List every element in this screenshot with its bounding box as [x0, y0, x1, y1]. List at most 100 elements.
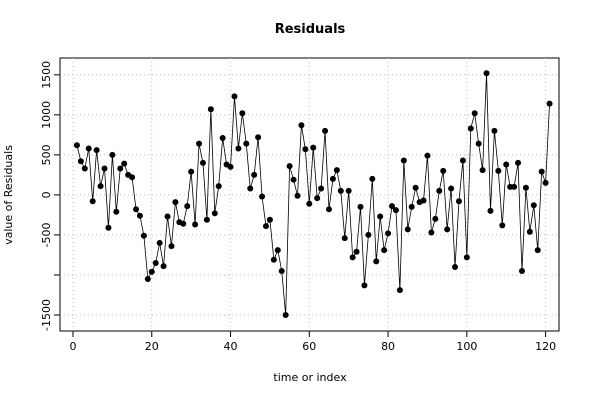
residual-point	[467, 125, 474, 132]
residual-point	[530, 202, 537, 209]
y-tick-label: -500	[40, 222, 53, 247]
residual-point	[499, 222, 506, 229]
residual-point	[503, 161, 510, 168]
residual-point	[515, 159, 522, 166]
residual-point	[203, 216, 210, 223]
residual-point	[247, 185, 254, 192]
residual-point	[377, 213, 384, 220]
residual-point	[196, 140, 203, 147]
residual-point	[298, 122, 305, 129]
residual-point	[392, 207, 399, 214]
residual-point	[129, 174, 136, 181]
residual-point	[306, 200, 313, 207]
residual-point	[475, 140, 482, 147]
residual-point	[349, 254, 356, 261]
residual-point	[274, 247, 281, 254]
residual-point	[101, 165, 108, 172]
x-tick-label: 80	[381, 340, 395, 353]
residual-point	[329, 175, 336, 182]
residual-point	[255, 134, 262, 141]
residual-point	[471, 110, 478, 117]
residual-point	[97, 183, 104, 190]
residual-point	[243, 140, 250, 147]
x-tick-label: 100	[456, 340, 477, 353]
residual-point	[424, 152, 431, 159]
residual-point	[144, 275, 151, 282]
residual-point	[81, 165, 88, 172]
x-axis-label: time or index	[273, 371, 347, 384]
residual-point	[290, 176, 297, 183]
residual-point	[448, 185, 455, 192]
residual-point	[231, 93, 238, 100]
residual-point	[262, 223, 269, 230]
x-tick-label: 120	[535, 340, 556, 353]
residual-point	[302, 146, 309, 153]
residual-point	[361, 282, 368, 289]
y-tick-label: 1000	[40, 101, 53, 129]
residual-point	[412, 184, 419, 191]
residual-point	[77, 158, 84, 165]
x-tick-label: 0	[69, 340, 76, 353]
residual-point	[526, 228, 533, 235]
residual-point	[389, 203, 396, 210]
residual-point	[322, 127, 329, 134]
residual-point	[168, 243, 175, 250]
residual-point	[452, 263, 459, 270]
residual-point	[542, 179, 549, 186]
residual-point	[396, 287, 403, 294]
residual-point	[353, 248, 360, 255]
residual-point	[136, 212, 143, 219]
y-tick-label: 500	[40, 144, 53, 165]
residual-point	[511, 183, 518, 190]
residual-point	[156, 239, 163, 246]
residual-point	[428, 229, 435, 236]
residual-point	[121, 160, 128, 167]
residual-point	[538, 168, 545, 175]
residual-point	[211, 210, 218, 217]
residual-point	[440, 167, 447, 174]
residual-point	[479, 167, 486, 174]
y-tick-label: 1500	[40, 61, 53, 89]
residual-point	[113, 208, 120, 215]
residual-point	[325, 206, 332, 213]
residual-point	[188, 168, 195, 175]
residual-point	[385, 230, 392, 237]
residual-point	[239, 110, 246, 117]
residual-point	[235, 145, 242, 152]
residual-point	[463, 254, 470, 261]
residual-point	[259, 193, 266, 200]
residual-point	[148, 268, 155, 275]
residual-point	[444, 226, 451, 233]
residual-point	[140, 232, 147, 239]
residual-point	[227, 163, 234, 170]
residual-point	[219, 135, 226, 142]
residual-point	[117, 165, 124, 172]
x-tick-label: 40	[224, 340, 238, 353]
residual-point	[373, 258, 380, 265]
residual-point	[381, 247, 388, 254]
residual-point	[133, 206, 140, 213]
residual-point	[314, 195, 321, 202]
residual-point	[294, 192, 301, 199]
residual-point	[310, 144, 317, 151]
residual-point	[408, 203, 415, 210]
residual-point	[483, 70, 490, 77]
residual-point	[341, 235, 348, 242]
residual-point	[93, 147, 100, 154]
residual-point	[404, 226, 411, 233]
residual-point	[192, 221, 199, 228]
residual-point	[109, 151, 116, 158]
y-tick-label: -1500	[40, 299, 53, 331]
residual-point	[251, 171, 258, 178]
residual-point	[278, 267, 285, 274]
residual-point	[270, 256, 277, 263]
residual-point	[345, 187, 352, 194]
residual-point	[369, 175, 376, 182]
residual-point	[215, 183, 222, 190]
residual-point	[184, 203, 191, 210]
residual-point	[546, 100, 553, 107]
residual-point	[365, 231, 372, 238]
residual-point	[455, 198, 462, 205]
residual-point	[105, 224, 112, 231]
